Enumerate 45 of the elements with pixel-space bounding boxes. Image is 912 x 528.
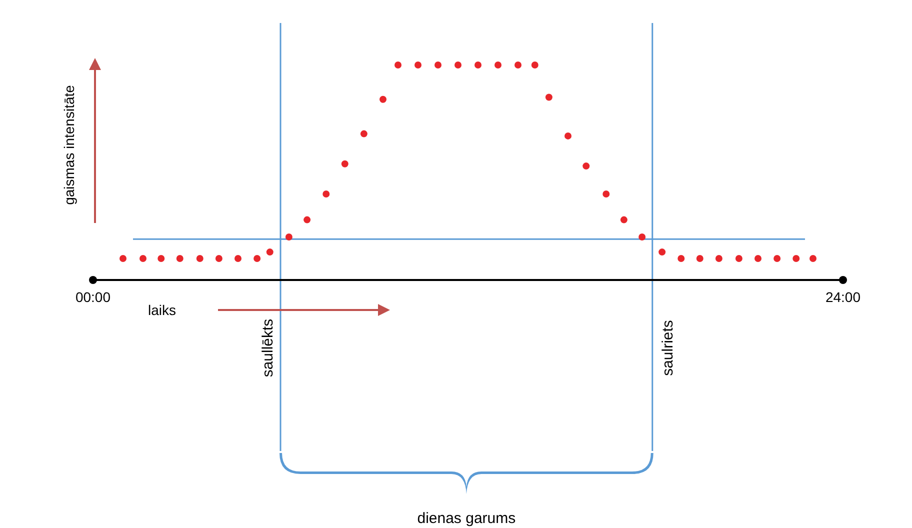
text: dienas garums xyxy=(417,510,516,527)
y-axis-title: gaismas intensitāte xyxy=(61,84,77,205)
point xyxy=(176,255,184,262)
point xyxy=(414,62,422,68)
ref-line-label: saullēkts xyxy=(260,318,276,378)
x-tick-label: 24:00 xyxy=(825,289,861,305)
point xyxy=(754,255,762,262)
point xyxy=(434,62,442,68)
point xyxy=(658,248,666,256)
point xyxy=(638,234,646,240)
point xyxy=(602,190,610,198)
point xyxy=(564,132,572,140)
point xyxy=(474,62,482,68)
point xyxy=(322,190,330,198)
point xyxy=(514,62,522,68)
point xyxy=(735,255,742,262)
point xyxy=(234,255,242,262)
point xyxy=(494,62,502,68)
ref-line-label: saulriets xyxy=(659,320,676,376)
point xyxy=(620,216,628,224)
point xyxy=(774,255,781,262)
point xyxy=(394,62,402,68)
point xyxy=(715,255,722,262)
point xyxy=(304,216,311,224)
point xyxy=(792,255,800,262)
point xyxy=(140,255,146,262)
point xyxy=(196,255,204,262)
point xyxy=(454,62,462,68)
point xyxy=(582,162,590,170)
point xyxy=(678,255,685,262)
point xyxy=(545,94,552,101)
point xyxy=(380,96,386,103)
point xyxy=(810,255,816,262)
point xyxy=(254,255,261,262)
point xyxy=(531,62,538,68)
point xyxy=(215,255,222,262)
x-axis-title: laiks xyxy=(148,302,176,318)
point xyxy=(266,248,274,256)
x-tick-label: 00:00 xyxy=(75,289,111,305)
point xyxy=(360,130,368,138)
point xyxy=(696,255,704,262)
point xyxy=(158,255,165,262)
point xyxy=(341,160,348,168)
point xyxy=(285,234,292,240)
point xyxy=(120,255,126,262)
